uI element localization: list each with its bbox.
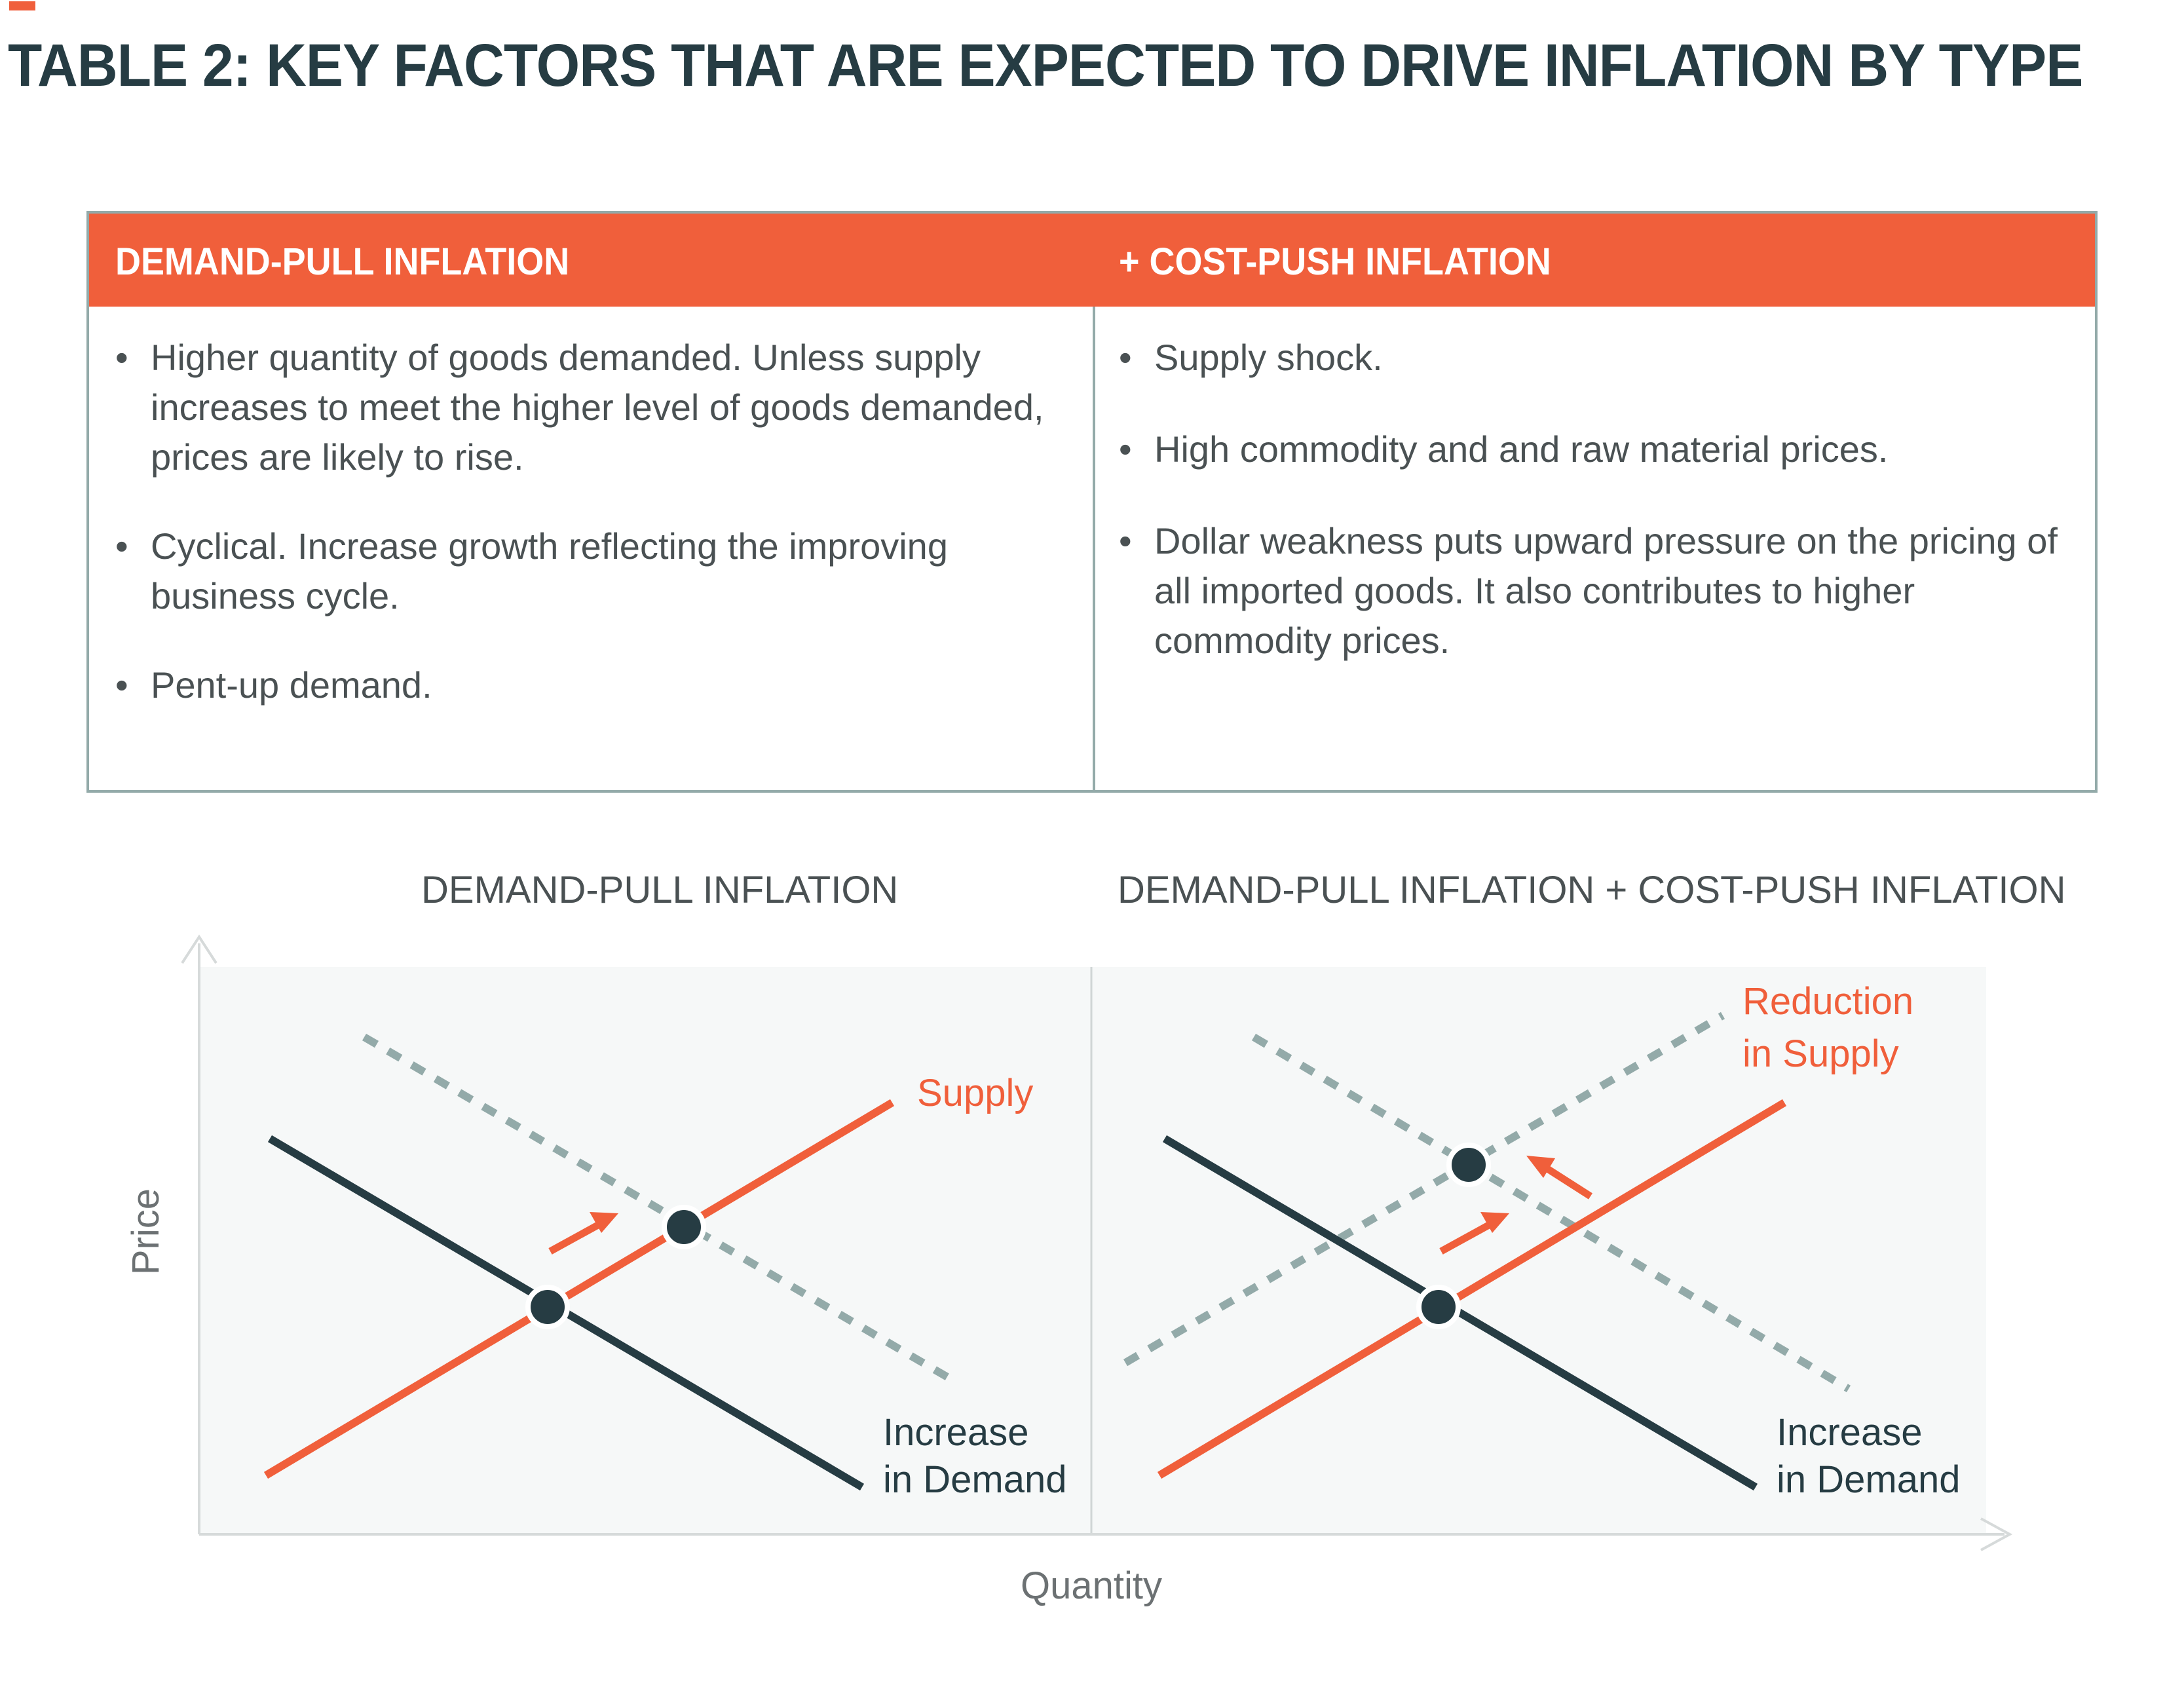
x-axis-arrow-icon	[1980, 1517, 2013, 1551]
demand-pull-list: • Higher quantity of goods demanded. Unle…	[115, 333, 1045, 710]
list-item-text: Supply shock.	[1154, 337, 1383, 378]
list-item: • Pent-up demand.	[115, 664, 432, 706]
column-divider	[1093, 307, 1095, 790]
list-item: • Dollar weakness puts upward pressure on…	[1119, 520, 2058, 661]
list-item-text: High commodity and and raw material pric…	[1154, 428, 1889, 470]
header-cost-push: + COST-PUSH INFLATION	[1119, 240, 1551, 283]
factors-table: DEMAND-PULL INFLATION + COST-PUSH INFLAT…	[86, 211, 2098, 793]
left-shifted-demand-curve	[362, 1033, 959, 1386]
right-supply-arrow-head-icon	[1526, 1156, 1555, 1178]
right-supply-label-line2: in Supply	[1742, 1032, 1899, 1075]
title-accent-bar	[9, 1, 35, 10]
table-header: DEMAND-PULL INFLATION + COST-PUSH INFLAT…	[89, 214, 2095, 307]
page-title: TABLE 2: KEY FACTORS THAT ARE EXPECTED T…	[8, 32, 2083, 99]
right-supply-label-line1: Reduction	[1742, 980, 1913, 1023]
right-demand-label-line1: Increase	[1777, 1411, 1922, 1454]
right-shifted-demand-curve	[1251, 1033, 1851, 1393]
left-equilibrium-point-1	[525, 1285, 570, 1329]
demand-pull-column: • Higher quantity of goods demanded. Unle…	[115, 333, 1045, 749]
list-item: • Supply shock.	[1119, 337, 1383, 378]
y-axis-arrow-icon	[181, 934, 217, 964]
left-demand-shift-arrow	[548, 1219, 605, 1255]
list-item-text: Dollar weakness puts upward pressure on …	[1154, 520, 2058, 661]
left-supply-curve	[263, 1099, 895, 1479]
list-item: • Cyclical. Increase growth reflecting th…	[115, 525, 948, 616]
left-demand-label-line2: in Demand	[883, 1458, 1066, 1501]
left-arrow-head-icon	[590, 1212, 618, 1233]
list-item-text: Pent-up demand.	[151, 664, 432, 706]
right-equilibrium-point-1	[1416, 1285, 1461, 1329]
right-equilibrium-point-2	[1446, 1143, 1491, 1187]
header-demand-pull: DEMAND-PULL INFLATION	[115, 240, 570, 283]
right-demand-label-line2: in Demand	[1777, 1458, 1960, 1501]
cost-push-column: • Supply shock. • High commodity and and r…	[1119, 333, 2062, 705]
right-diagram-title: DEMAND-PULL INFLATION + COST-PUSH INFLAT…	[1118, 869, 2066, 911]
left-demand-label-line1: Increase	[883, 1411, 1028, 1454]
list-item-text: Cyclical. Increase growth reflecting the…	[151, 525, 948, 616]
left-diagram-title: DEMAND-PULL INFLATION	[421, 869, 899, 911]
right-demand-shift-arrow	[1439, 1219, 1496, 1255]
right-reduced-supply-curve	[1123, 1012, 1725, 1367]
left-supply-label: Supply	[917, 1072, 1033, 1114]
cost-push-list: • Supply shock. • High commodity and and r…	[1119, 333, 2062, 666]
list-item-text: Higher quantity of goods demanded. Unles…	[151, 337, 1044, 478]
list-item: • High commodity and and raw material pri…	[1119, 428, 1889, 470]
right-supply-shift-arrow	[1541, 1163, 1592, 1200]
x-axis-label: Quantity	[1021, 1564, 1162, 1607]
y-axis-label: Price	[124, 1188, 167, 1275]
right-demand-arrow-head-icon	[1480, 1212, 1509, 1233]
left-equilibrium-point-2	[662, 1205, 706, 1249]
right-supply-curve	[1157, 1099, 1787, 1479]
right-demand-curve	[1162, 1135, 1758, 1491]
list-item: • Higher quantity of goods demanded. Unle…	[115, 337, 1044, 478]
